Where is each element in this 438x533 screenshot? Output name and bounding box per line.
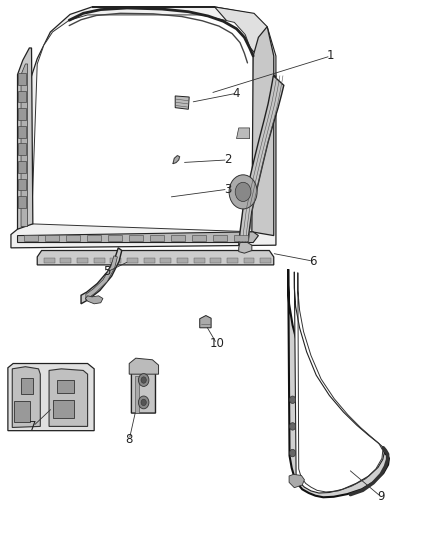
Polygon shape	[11, 7, 276, 248]
Circle shape	[138, 374, 149, 386]
Polygon shape	[289, 474, 304, 488]
Polygon shape	[92, 7, 276, 77]
Bar	[227, 258, 238, 263]
Bar	[260, 258, 271, 263]
Bar	[244, 258, 254, 263]
Bar	[129, 235, 143, 241]
Polygon shape	[8, 364, 94, 431]
Bar	[110, 258, 121, 263]
Circle shape	[138, 396, 149, 409]
Bar	[18, 161, 26, 173]
Bar	[24, 235, 38, 241]
Bar	[18, 73, 26, 85]
Bar	[77, 258, 88, 263]
Polygon shape	[49, 369, 88, 426]
Bar	[60, 258, 71, 263]
Bar	[18, 143, 26, 155]
Bar	[18, 108, 26, 120]
Bar	[66, 235, 80, 241]
Polygon shape	[37, 251, 274, 265]
Circle shape	[141, 399, 146, 406]
Polygon shape	[237, 128, 250, 139]
Text: 1: 1	[327, 50, 335, 62]
Bar	[18, 126, 26, 138]
Text: 8: 8	[126, 433, 133, 446]
Polygon shape	[252, 27, 274, 236]
Polygon shape	[85, 296, 103, 304]
Bar	[160, 258, 171, 263]
Bar	[44, 258, 55, 263]
Circle shape	[290, 423, 296, 430]
Text: 5: 5	[104, 265, 111, 278]
Polygon shape	[288, 269, 389, 497]
Polygon shape	[12, 367, 40, 427]
Polygon shape	[200, 316, 211, 328]
Polygon shape	[86, 256, 117, 300]
Bar	[18, 179, 26, 190]
Circle shape	[229, 175, 257, 209]
Bar	[53, 400, 74, 418]
Polygon shape	[175, 96, 189, 109]
Bar	[171, 235, 185, 241]
Bar	[234, 235, 248, 241]
Bar	[194, 258, 205, 263]
Circle shape	[290, 396, 296, 403]
Polygon shape	[173, 156, 180, 164]
Text: 2: 2	[224, 154, 232, 166]
Bar	[150, 235, 164, 241]
Polygon shape	[239, 76, 284, 245]
Text: 4: 4	[233, 87, 240, 100]
Bar	[21, 378, 33, 394]
Polygon shape	[239, 243, 252, 253]
Polygon shape	[131, 365, 155, 413]
Polygon shape	[294, 272, 384, 493]
Bar	[213, 235, 227, 241]
Text: 9: 9	[377, 490, 385, 503]
Bar	[177, 258, 188, 263]
Polygon shape	[32, 15, 254, 232]
Polygon shape	[21, 64, 28, 227]
Bar	[18, 91, 26, 102]
Polygon shape	[18, 232, 258, 243]
Text: 7: 7	[29, 420, 37, 433]
Text: 10: 10	[209, 337, 224, 350]
Text: 6: 6	[309, 255, 317, 268]
Polygon shape	[18, 48, 33, 229]
Bar	[14, 401, 30, 422]
Bar	[192, 235, 206, 241]
Bar	[210, 258, 221, 263]
Text: 3: 3	[224, 183, 231, 196]
Bar	[144, 258, 155, 263]
Bar	[57, 380, 74, 393]
Bar	[45, 235, 59, 241]
Bar	[108, 235, 122, 241]
Bar	[127, 258, 138, 263]
Polygon shape	[81, 248, 122, 304]
Bar	[94, 258, 105, 263]
Bar	[18, 196, 26, 208]
Circle shape	[290, 449, 296, 457]
Polygon shape	[129, 358, 159, 374]
Circle shape	[141, 377, 146, 383]
Circle shape	[235, 182, 251, 201]
Bar	[87, 235, 101, 241]
Polygon shape	[135, 376, 139, 413]
